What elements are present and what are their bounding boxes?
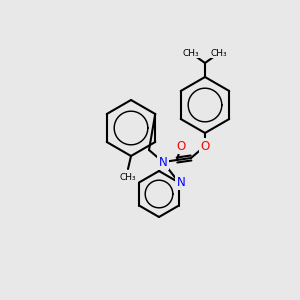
Text: O: O bbox=[200, 140, 210, 152]
Text: N: N bbox=[176, 176, 185, 189]
Text: CH₃: CH₃ bbox=[120, 172, 136, 182]
Text: CH₃: CH₃ bbox=[211, 49, 227, 58]
Text: CH₃: CH₃ bbox=[183, 49, 199, 58]
Text: N: N bbox=[159, 155, 167, 169]
Text: O: O bbox=[176, 140, 186, 152]
